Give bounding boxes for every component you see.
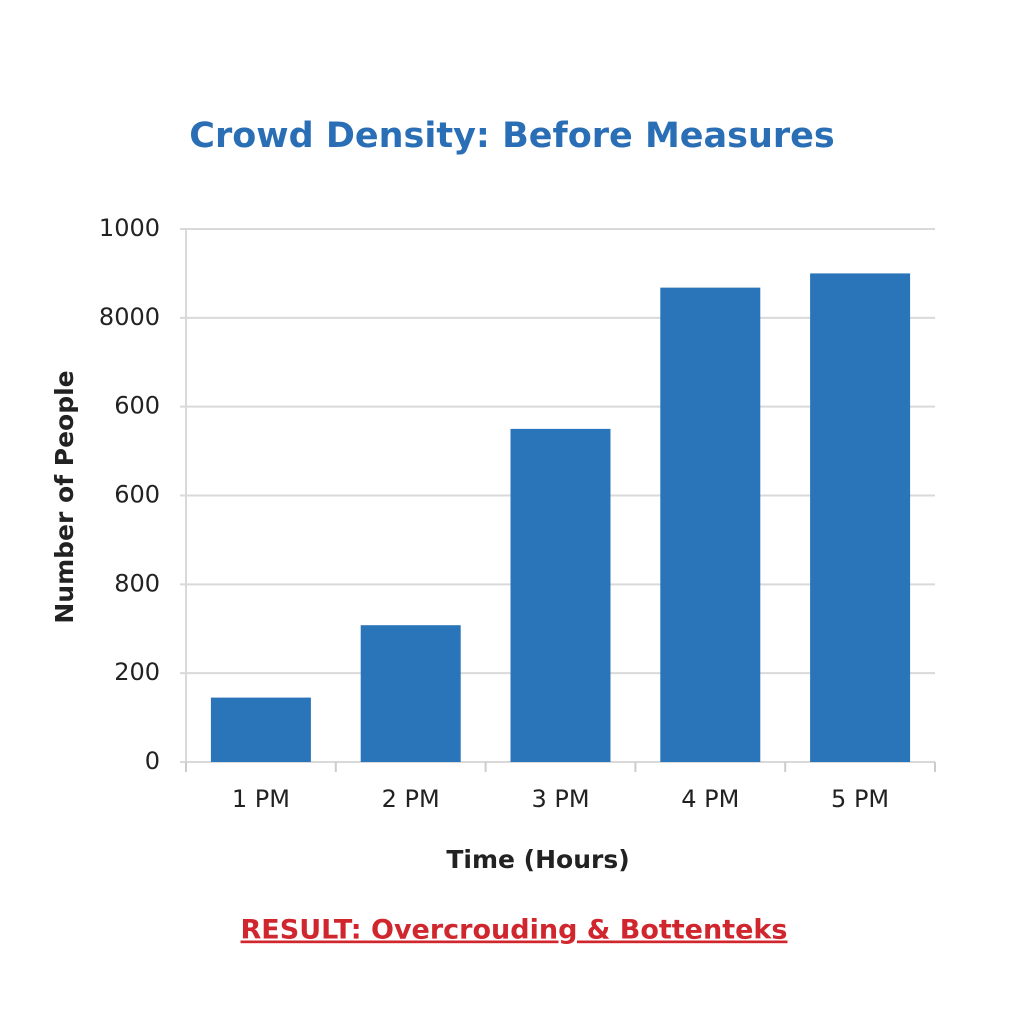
chart-title: Crowd Density: Before Measures	[189, 116, 834, 156]
x-tick-label: 3 PM	[531, 785, 589, 813]
bar	[360, 625, 461, 762]
y-tick-label: 200	[114, 658, 160, 686]
bar	[660, 287, 761, 762]
y-tick-label: 0	[145, 747, 160, 775]
y-axis-title: Number of People	[50, 370, 79, 623]
y-tick-label: 1000	[99, 214, 160, 242]
bar	[510, 428, 611, 762]
bar	[210, 697, 311, 762]
x-tick-label: 5 PM	[831, 785, 889, 813]
y-tick-label: 800	[114, 569, 160, 597]
y-tick-label: 600	[114, 392, 160, 420]
y-tick-label: 600	[114, 481, 160, 509]
bar	[810, 273, 911, 762]
x-tick-label: 1 PM	[232, 785, 290, 813]
result-annotation: RESULT: Overcrouding & Bottenteks	[241, 915, 788, 946]
x-tick-label: 2 PM	[382, 785, 440, 813]
x-axis-title: Time (Hours)	[446, 845, 629, 874]
x-tick-label: 4 PM	[681, 785, 739, 813]
y-tick-label: 8000	[99, 303, 160, 331]
